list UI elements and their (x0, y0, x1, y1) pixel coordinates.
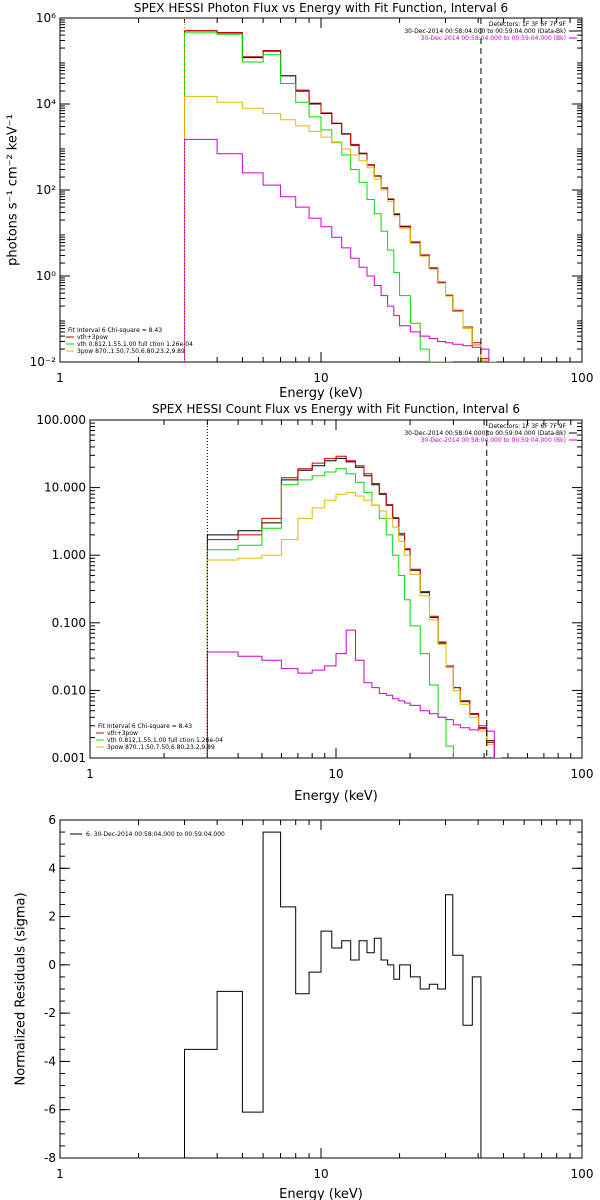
x-tick-label: 10 (313, 371, 328, 385)
legend-entry: vth 0.812,1.55,1.00 full ction 1.26e-04 (107, 737, 223, 744)
series-line-3pow (206, 491, 502, 758)
y-axis-label: Normalized Residuals (sigma) (14, 892, 29, 1085)
y-tick-label: 0 (48, 958, 56, 972)
y-tick-label: -2 (44, 1006, 56, 1020)
y-tick-label: -8 (44, 1151, 56, 1165)
y-tick-label: 0.001 (52, 751, 86, 765)
legend-entry: 30-Dec-2014 00:58:04.000 to 00:59:04.000… (404, 430, 566, 437)
x-tick-label: 100 (571, 767, 594, 781)
series-line-3pow (184, 95, 497, 362)
legend-entry: vth+3pow (107, 730, 138, 737)
y-tick-label: -4 (44, 1054, 56, 1068)
legend-entry: Fit Interval 6 Chi-square = 8.43 (98, 723, 192, 730)
y-tick-label: 10² (36, 183, 56, 197)
chart-title: SPEX HESSI Count Flux vs Energy with Fit… (152, 402, 520, 416)
x-axis-label: Energy (keV) (294, 789, 378, 804)
series-line-vth (206, 468, 454, 758)
plot-area (184, 30, 497, 362)
y-tick-label: 10⁶ (36, 11, 56, 25)
x-tick-label: 1 (56, 371, 64, 385)
y-tick-label: -6 (44, 1103, 56, 1117)
y-tick-label: 10⁰ (36, 269, 56, 283)
legend-entry: Detectors: 1F 3F 6F 7F 9F (489, 21, 567, 28)
series-line-residuals (184, 831, 482, 1158)
chart-title: SPEX HESSI Photon Flux vs Energy with Fi… (134, 1, 508, 15)
series-line-bk (184, 138, 490, 362)
plot-frame (59, 17, 583, 363)
legend-entry: 6. 30-Dec-2014 00:58:04.000 to 00:59:04.… (86, 831, 225, 838)
y-tick-label: 10⁻² (30, 355, 57, 369)
y-tick-label: 2 (48, 910, 56, 924)
y-axis-label: photons s⁻¹ cm⁻² keV⁻¹ (6, 114, 21, 266)
y-tick-label: 0.100 (52, 616, 86, 630)
y-tick-label: 6 (48, 813, 56, 827)
y-tick-label: 0.010 (52, 683, 86, 697)
x-tick-label: 100 (571, 1167, 594, 1181)
x-axis-label: Energy (keV) (279, 1187, 363, 1200)
series-line-bk (206, 629, 495, 758)
y-tick-label: 1.000 (52, 548, 86, 562)
legend-entry: Fit Interval 6 Chi-square = 8.43 (68, 327, 162, 334)
y-tick-label: 10⁴ (36, 97, 56, 111)
series-line-data (184, 30, 489, 362)
legend-entry: vth+3pow (77, 334, 108, 341)
photon-flux-panel: 1 10 100 10⁻² 10⁰ 10² 10⁴ 10⁶ SPEX HESSI Photon … (6, 1, 594, 401)
x-tick-label: 1 (56, 1167, 64, 1181)
legend-entry: 30-Dec-2014 00:58:04.000 to 00:59:04.000… (404, 28, 566, 35)
x-tick-label: 1 (86, 767, 94, 781)
y-tick-label: 100.000 (36, 413, 86, 427)
residuals-panel: 1 10 100 -8 -6 -4 -2 0 2 4 6 Energy (keV) Normalized… (14, 813, 594, 1200)
series-line-vth+3pow (184, 30, 490, 362)
x-axis-label: Energy (keV) (279, 386, 363, 401)
plot-area (206, 455, 502, 758)
legend-entry: 3pow 870.,1.50,7.50,6.80,23.2,9.89 (107, 744, 215, 751)
series-line-vth+3pow (206, 455, 495, 758)
series-line-vth (184, 32, 453, 362)
x-tick-label: 10 (313, 1167, 328, 1181)
legend-entry: Detectors: 1F 3F 6F 7F 9F (489, 423, 567, 430)
count-flux-panel: 1 10 100 0.001 0.010 0.100 1.000 10.000 100.000 S… (36, 402, 593, 804)
series-line-data (206, 457, 495, 758)
legend-entry: 3pow 870.,1.50,7.50,6.80,23.2,9.89 (77, 348, 185, 355)
x-tick-label: 10 (328, 767, 343, 781)
legend-entry: vth 0.812,1.55,1.00 full ction 1.26e-04 (77, 341, 193, 348)
x-tick-label: 100 (571, 371, 594, 385)
plot-frame (59, 819, 583, 1159)
plot-area (184, 831, 482, 1158)
legend-entry: 30-Dec-2014 00:58:04.000 to 00:59:04.000… (421, 437, 566, 444)
legend-entry: 30-Dec-2014 00:58:04.000 to 00:59:04.000… (421, 35, 566, 42)
y-tick-label: 10.000 (44, 481, 86, 495)
y-tick-label: 4 (48, 861, 56, 875)
